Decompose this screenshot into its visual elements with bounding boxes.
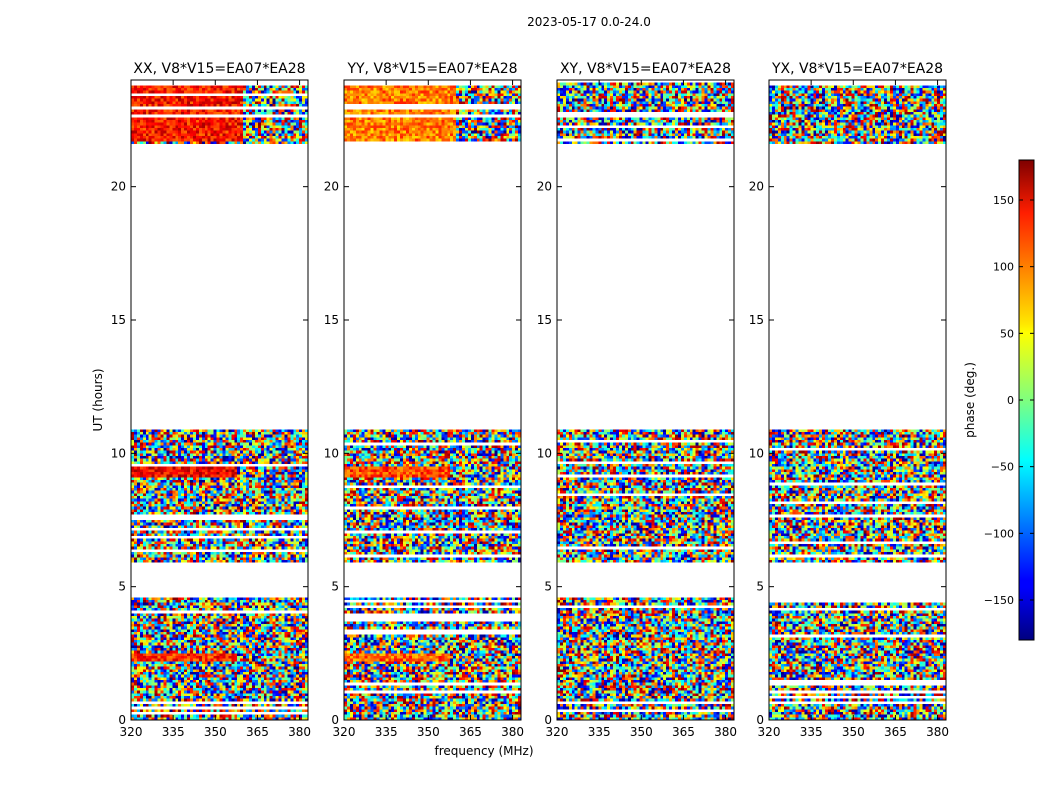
y-tick-label: 5 xyxy=(331,580,339,594)
x-axis-label: frequency (MHz) xyxy=(434,744,533,758)
panel-title: XX, V8*V15=EA07*EA28 xyxy=(133,61,305,77)
y-tick-label: 0 xyxy=(331,713,339,727)
x-tick-label: 350 xyxy=(630,725,653,739)
colorbar-label: phase (deg.) xyxy=(963,362,977,438)
phase-heatmap xyxy=(557,80,734,720)
panel-4: YX, V8*V15=EA07*EA28 320 335 350 365 380 0 5 10 1… xyxy=(749,61,949,739)
panel-3: XY, V8*V15=EA07*EA28 320 335 350 365 380 0 5 10 1… xyxy=(537,61,737,739)
x-tick-label: 320 xyxy=(333,725,356,739)
x-tick-label: 350 xyxy=(842,725,865,739)
axes-frame xyxy=(343,79,522,721)
colorbar-tick-label: −50 xyxy=(991,461,1014,474)
phase-heatmap xyxy=(131,80,308,720)
x-tick-label: 335 xyxy=(800,725,823,739)
x-tick-label: 380 xyxy=(501,725,524,739)
x-tick-label: 335 xyxy=(162,725,185,739)
colorbar-tick-label: −100 xyxy=(984,527,1014,540)
colorbar-tick-label: 150 xyxy=(993,194,1014,207)
colorbar-tick-label: 50 xyxy=(1000,327,1014,340)
y-tick-label: 0 xyxy=(544,713,552,727)
y-tick-label: 20 xyxy=(749,180,764,194)
y-tick-label: 10 xyxy=(111,446,126,460)
y-tick-label: 15 xyxy=(749,313,764,327)
x-tick-label: 365 xyxy=(672,725,695,739)
y-tick-label: 5 xyxy=(756,580,764,594)
panels-layer: XX, V8*V15=EA07*EA28 320 335 350 365 380 0 5 10 1… xyxy=(111,61,949,739)
x-tick-label: 350 xyxy=(204,725,227,739)
x-tick-label: 365 xyxy=(884,725,907,739)
y-tick-label: 20 xyxy=(537,180,552,194)
y-tick-label: 5 xyxy=(118,580,126,594)
x-tick-label: 320 xyxy=(546,725,569,739)
axes-frame xyxy=(130,79,309,721)
x-tick-label: 350 xyxy=(417,725,440,739)
y-tick-label: 15 xyxy=(324,313,339,327)
x-tick-label: 365 xyxy=(246,725,269,739)
y-tick-label: 20 xyxy=(324,180,339,194)
colorbar-tick-label: −150 xyxy=(984,594,1014,607)
x-tick-label: 380 xyxy=(714,725,737,739)
y-tick-label: 15 xyxy=(111,313,126,327)
y-tick-label: 5 xyxy=(544,580,552,594)
panel-title: YY, V8*V15=EA07*EA28 xyxy=(346,61,517,77)
phase-heatmap xyxy=(769,80,946,720)
y-tick-label: 15 xyxy=(537,313,552,327)
phase-heatmap xyxy=(344,80,521,720)
y-tick-label: 10 xyxy=(324,446,339,460)
x-tick-label: 380 xyxy=(288,725,311,739)
x-tick-label: 335 xyxy=(588,725,611,739)
y-axis-label: UT (hours) xyxy=(91,368,105,431)
panel-1: XX, V8*V15=EA07*EA28 320 335 350 365 380 0 5 10 1… xyxy=(111,61,311,739)
y-tick-label: 10 xyxy=(749,446,764,460)
panel-title: XY, V8*V15=EA07*EA28 xyxy=(560,61,731,77)
colorbar-tick-label: 0 xyxy=(1007,394,1014,407)
panel-2: YY, V8*V15=EA07*EA28 320 335 350 365 380 0 5 10 1… xyxy=(324,61,524,739)
y-tick-label: 10 xyxy=(537,446,552,460)
x-tick-label: 320 xyxy=(120,725,143,739)
x-tick-label: 380 xyxy=(926,725,949,739)
axes-frame xyxy=(556,79,735,721)
colorbar: −150 −100 −50 0 50 100 150 phase (deg.) xyxy=(963,159,1035,641)
x-tick-label: 365 xyxy=(459,725,482,739)
panel-title: YX, V8*V15=EA07*EA28 xyxy=(771,61,943,77)
x-tick-label: 320 xyxy=(758,725,781,739)
y-tick-label: 0 xyxy=(756,713,764,727)
x-tick-label: 335 xyxy=(375,725,398,739)
figure-suptitle: 2023-05-17 0.0-24.0 xyxy=(527,15,651,29)
y-tick-label: 0 xyxy=(118,713,126,727)
y-tick-label: 20 xyxy=(111,180,126,194)
axes-frame xyxy=(768,79,947,721)
colorbar-tick-label: 100 xyxy=(993,261,1014,274)
